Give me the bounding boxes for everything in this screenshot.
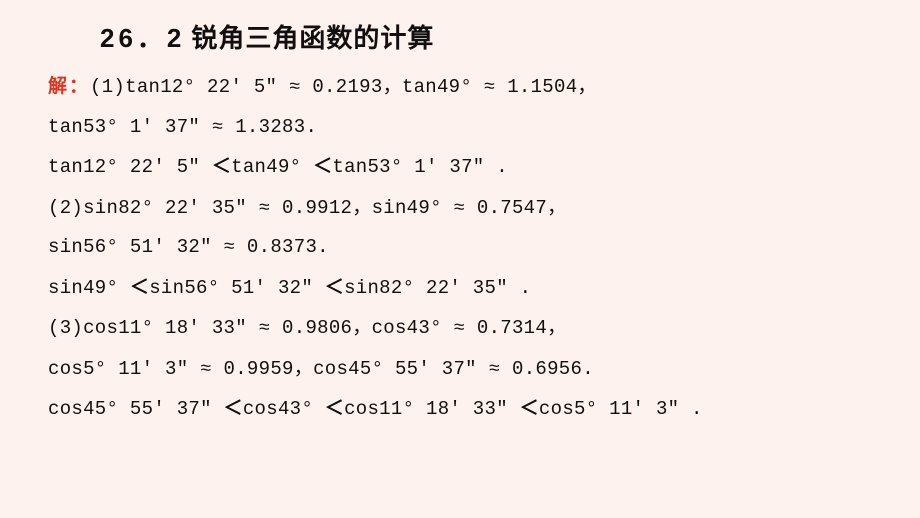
math-text: (3)cos11° 18′ 33″ ≈ 0.9806 [48,317,352,339]
cjk-comma: ， [547,197,566,218]
solution-line: sin56° 51′ 32″ ≈ 0.8373. [48,238,880,257]
solution-body: 解：(1)tan12° 22′ 5″ ≈ 0.2193，tan49° ≈ 1.1… [0,55,920,419]
math-text: cos45° 55′ 37″ ≈ 0.6956. [313,358,594,380]
math-text: tan49° [231,156,313,178]
math-text: tan49° ≈ 1.1504 [402,76,578,98]
cjk-comma: ， [383,76,402,97]
math-text: sin49° ≈ 0.7547 [372,197,548,219]
section-header: 26．2锐角三角函数的计算 [0,0,920,55]
math-text: cos11° 18′ 33″ [344,398,520,420]
math-text: cos45° 55′ 37″ [48,398,224,420]
less-than-symbol: ＜ [313,156,332,177]
solution-line: tan12° 22′ 5″ ＜tan49° ＜tan53° 1′ 37″ . [48,157,880,177]
solution-line: (2)sin82° 22′ 35″ ≈ 0.9912，sin49° ≈ 0.75… [48,198,880,218]
less-than-symbol: ＜ [325,277,344,298]
cjk-comma: ， [352,197,371,218]
math-text: cos5° 11′ 3″ ≈ 0.9959 [48,358,294,380]
cjk-comma: ， [352,317,371,338]
math-text: cos43° ≈ 0.7314 [372,317,548,339]
slide-page: 26．2锐角三角函数的计算 解：(1)tan12° 22′ 5″ ≈ 0.219… [0,0,920,518]
math-text: tan53° 1′ 37″ . [332,156,508,178]
math-text: cos43° [243,398,325,420]
solution-line: (3)cos11° 18′ 33″ ≈ 0.9806，cos43° ≈ 0.73… [48,318,880,338]
solution-line: 解：(1)tan12° 22′ 5″ ≈ 0.2193，tan49° ≈ 1.1… [48,77,880,97]
cjk-comma: ， [577,76,596,97]
solution-line: cos5° 11′ 3″ ≈ 0.9959，cos45° 55′ 37″ ≈ 0… [48,359,880,379]
cjk-comma: ， [547,317,566,338]
math-text: sin56° 51′ 32″ ≈ 0.8373. [48,236,329,258]
cjk-comma: ， [294,358,313,379]
math-text: sin56° 51′ 32″ [149,277,325,299]
less-than-symbol: ＜ [325,398,344,419]
math-text: (2)sin82° 22′ 35″ ≈ 0.9912 [48,197,352,219]
solution-line: sin49° ＜sin56° 51′ 32″ ＜sin82° 22′ 35″ . [48,278,880,298]
less-than-symbol: ＜ [520,398,539,419]
math-text: tan53° 1′ 37″ ≈ 1.3283. [48,116,317,138]
solution-label: 解： [48,76,90,97]
math-text: sin49° [48,277,130,299]
math-text: tan12° 22′ 5″ [48,156,212,178]
section-number: 26．2 [100,23,185,53]
solution-line: tan53° 1′ 37″ ≈ 1.3283. [48,118,880,137]
math-text: (1)tan12° 22′ 5″ ≈ 0.2193 [90,76,383,98]
less-than-symbol: ＜ [130,277,149,298]
math-text: sin82° 22′ 35″ . [344,277,531,299]
less-than-symbol: ＜ [224,398,243,419]
solution-line: cos45° 55′ 37″ ＜cos43° ＜cos11° 18′ 33″ ＜… [48,399,880,419]
less-than-symbol: ＜ [212,156,231,177]
section-title: 锐角三角函数的计算 [191,23,434,53]
math-text: cos5° 11′ 3″ . [539,398,703,420]
